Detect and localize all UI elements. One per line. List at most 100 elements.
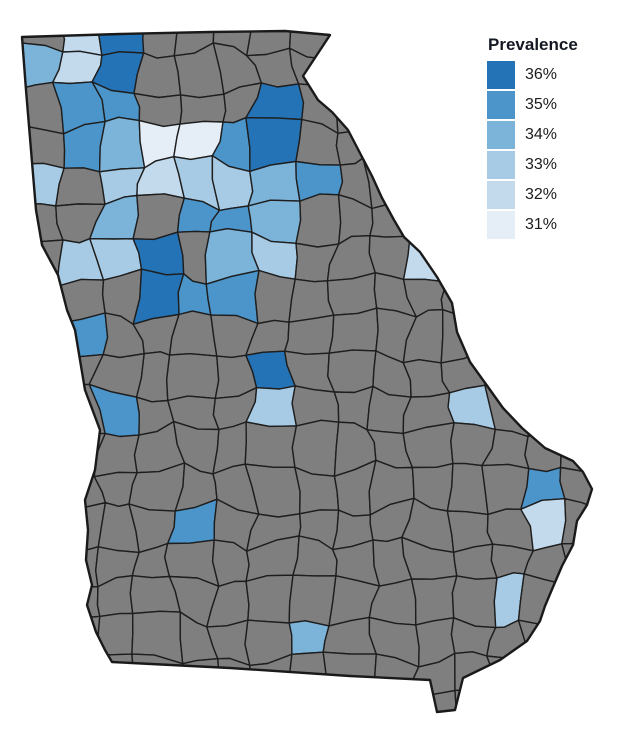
county	[22, 125, 66, 169]
county	[439, 117, 491, 166]
county	[563, 582, 592, 626]
county	[370, 79, 419, 137]
legend-title: Prevalence	[488, 35, 578, 54]
legend-label-36: 36%	[525, 65, 558, 83]
county	[328, 307, 379, 354]
county	[22, 351, 55, 389]
county	[291, 385, 340, 427]
county	[327, 349, 377, 394]
county	[53, 699, 107, 712]
county	[286, 697, 339, 712]
county	[56, 650, 107, 702]
county	[570, 277, 592, 324]
county	[409, 191, 450, 243]
county	[440, 309, 488, 364]
county	[22, 650, 66, 702]
legend-row: 34%	[486, 119, 606, 150]
county	[483, 277, 535, 316]
county	[324, 31, 374, 62]
county	[99, 699, 147, 712]
county	[288, 574, 337, 627]
legend-swatch-35	[486, 89, 516, 120]
county	[523, 692, 565, 712]
county	[22, 541, 59, 589]
county	[370, 42, 416, 91]
county	[408, 88, 456, 136]
county	[131, 653, 185, 705]
county	[530, 232, 572, 287]
county	[25, 615, 68, 664]
county	[246, 688, 295, 712]
legend-row: 33%	[486, 149, 606, 180]
county	[528, 348, 576, 402]
county	[564, 388, 592, 433]
county	[22, 581, 68, 630]
county	[331, 79, 375, 136]
county	[335, 130, 373, 166]
county	[488, 689, 533, 712]
county	[51, 586, 101, 619]
county	[527, 393, 571, 438]
county	[446, 462, 489, 516]
county	[446, 191, 491, 243]
legend-label-34: 34%	[525, 125, 558, 143]
county	[22, 688, 66, 712]
county	[483, 311, 537, 350]
county	[517, 573, 570, 627]
legend-swatch-34	[486, 119, 516, 150]
county	[568, 354, 592, 402]
county	[561, 498, 592, 545]
county	[530, 280, 574, 324]
county	[402, 31, 454, 44]
county	[23, 501, 59, 551]
county	[439, 85, 489, 133]
county	[295, 193, 342, 248]
county	[291, 419, 340, 477]
county	[484, 346, 537, 396]
county	[50, 502, 107, 553]
legend-label-32: 32%	[525, 185, 558, 203]
county	[22, 319, 55, 362]
legend-swatch-32	[486, 179, 516, 210]
county	[179, 93, 227, 125]
county	[96, 31, 145, 56]
county	[362, 157, 422, 210]
county	[216, 657, 252, 693]
county	[362, 133, 419, 161]
legend: Prevalence 36% 35% 34% 33% 32% 31%	[486, 35, 606, 240]
legend-label-33: 33%	[525, 155, 558, 173]
legend-swatch-33	[486, 149, 516, 180]
county	[57, 31, 103, 56]
county	[410, 575, 458, 626]
county	[375, 698, 419, 712]
county	[446, 234, 492, 283]
legend-row: 35%	[486, 89, 606, 120]
county	[166, 353, 220, 402]
county	[180, 690, 219, 712]
state-outline	[20, 29, 594, 714]
county	[244, 421, 298, 468]
county	[369, 31, 416, 58]
legend-row: 32%	[486, 179, 606, 210]
county	[324, 56, 375, 88]
county	[245, 574, 294, 624]
county	[98, 116, 146, 173]
county	[561, 235, 592, 285]
legend-row: 36%	[486, 59, 606, 90]
county	[559, 466, 592, 511]
legend-label-35: 35%	[525, 95, 558, 113]
county	[284, 314, 335, 355]
county	[22, 382, 59, 439]
county	[133, 52, 182, 99]
county	[486, 654, 534, 695]
county	[407, 42, 457, 96]
county	[559, 428, 592, 473]
county	[523, 654, 569, 698]
county	[140, 696, 185, 712]
county	[415, 130, 455, 162]
legend-row: 31%	[486, 209, 606, 240]
legend-swatch-36	[486, 59, 516, 90]
county	[570, 312, 592, 358]
county	[22, 433, 59, 467]
